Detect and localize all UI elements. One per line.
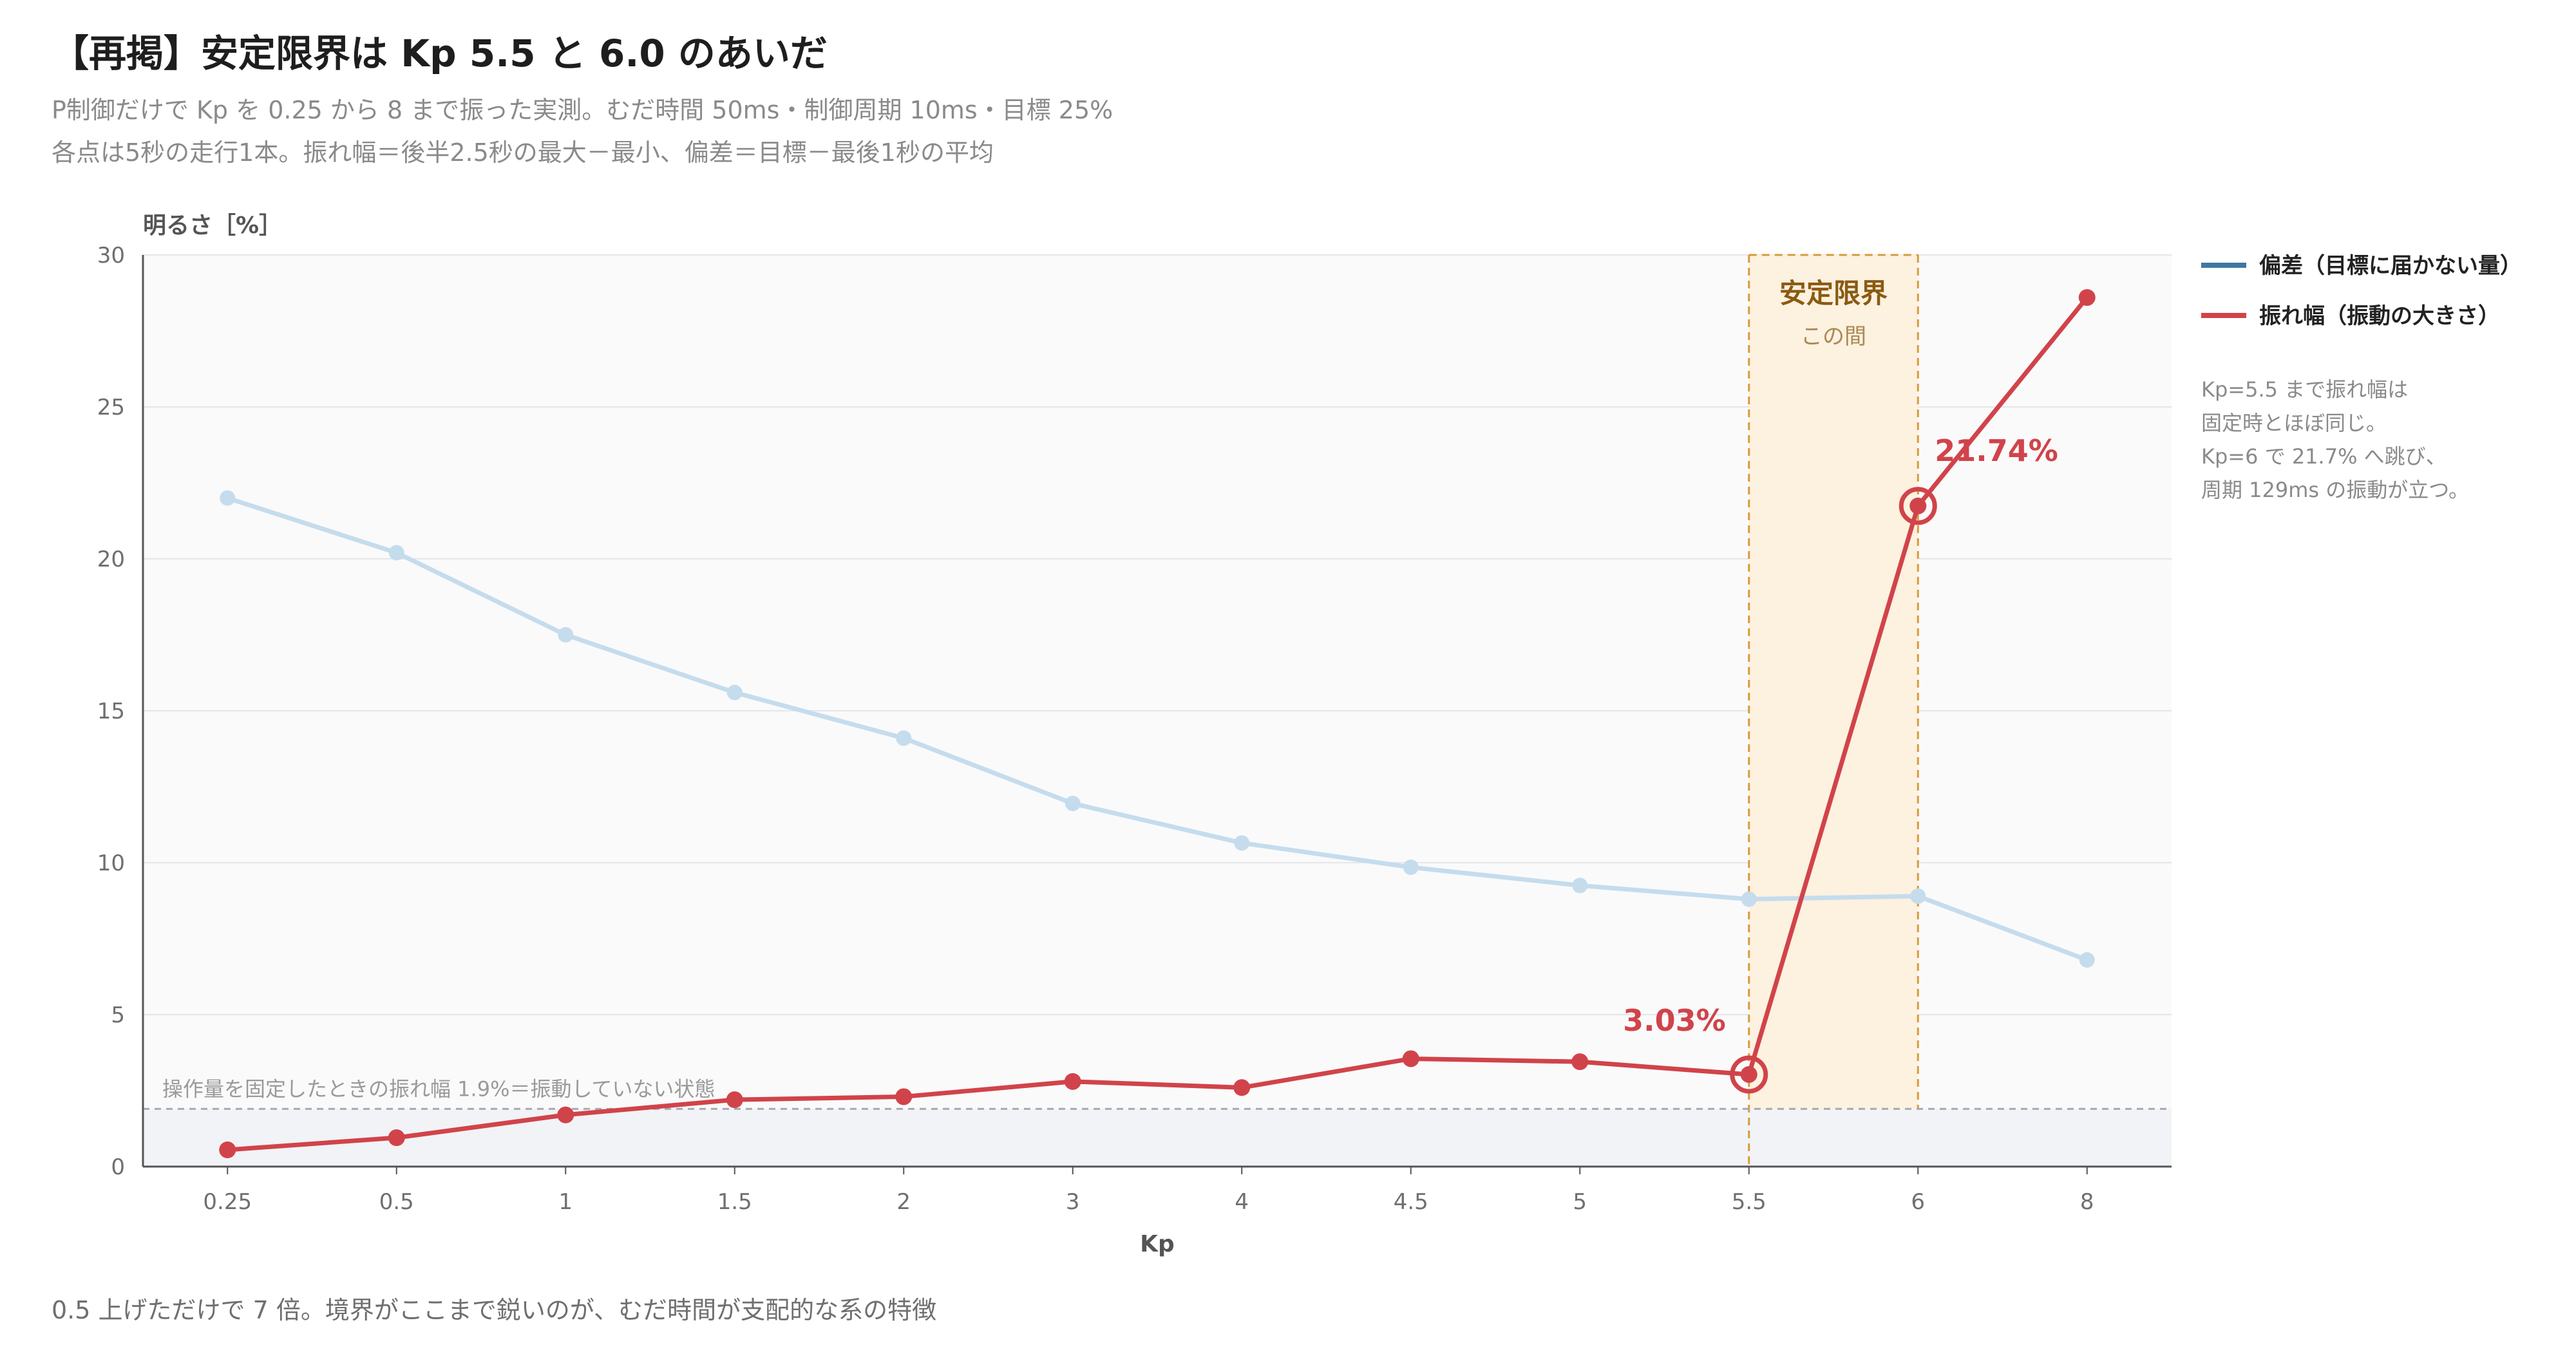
series-amplitude-point [1909,497,1927,514]
side-note-line: 固定時とほぼ同じ。 [2201,411,2387,435]
y-axis-title: 明るさ［%］ [143,212,282,239]
x-tick-label: 4.5 [1394,1189,1428,1215]
x-tick-label: 4 [1235,1189,1249,1215]
reference-region [143,1109,2172,1167]
series-amplitude-point [219,1141,236,1159]
series-deviation-point [1572,878,1588,894]
series-amplitude-point [1571,1053,1589,1071]
series-deviation-point [1403,859,1419,876]
footer-note: 0.5 上げただけで 7 倍。境界がここまで鋭いのが、むだ時間が支配的な系の特徴 [52,1296,937,1324]
y-tick-label: 15 [97,699,125,724]
y-tick-label: 5 [111,1002,125,1028]
series-deviation-point [2079,952,2095,968]
x-tick-label: 8 [2080,1189,2094,1215]
annotation-ring [1899,487,1937,525]
y-tick-label: 10 [97,850,125,876]
side-note-line: Kp=5.5 まで振れ幅は [2201,377,2408,402]
series-amplitude-point [1740,1066,1757,1083]
series-amplitude-point [2078,289,2096,306]
annotation-ring [1730,1055,1768,1094]
y-tick-label: 30 [97,243,125,268]
legend-label-amplitude: 振れ幅（振動の大きさ） [2259,303,2500,329]
x-tick-label: 0.5 [379,1189,414,1215]
stability-limit-band [1748,255,1918,1109]
x-tick-label: 5.5 [1732,1189,1766,1215]
chart-subtitle-line1: P制御だけで Kp を 0.25 から 8 まで振った実測。むだ時間 50ms・… [52,96,1113,124]
x-tick-label: 2 [896,1189,911,1215]
chart-title: 【再掲】安定限界は Kp 5.5 と 6.0 のあいだ [52,32,828,75]
series-amplitude-point [1064,1073,1081,1090]
series-deviation-point [1910,888,1926,904]
series-deviation-point [388,545,404,561]
series-deviation-point [1741,891,1757,907]
side-note-line: 周期 129ms の振動が立つ。 [2201,478,2469,502]
x-tick-label: 5 [1573,1189,1587,1215]
series-amplitude-point [726,1091,743,1109]
x-tick-label: 6 [1911,1189,1925,1215]
side-note-line: Kp=6 で 21.7% へ跳び、 [2201,444,2447,469]
series-deviation-point [220,490,236,506]
series-amplitude-point [895,1088,913,1105]
annotation-label: 21.74% [1935,433,2058,468]
x-tick-label: 0.25 [203,1189,252,1215]
y-tick-label: 0 [111,1154,125,1180]
series-deviation-point [726,684,743,700]
legend-label-deviation: 偏差（目標に届かない量） [2259,253,2522,279]
series-deviation-point [896,730,912,746]
series-amplitude-point [388,1129,405,1147]
series-deviation-point [1065,795,1081,811]
x-axis-title: Kp [1140,1231,1175,1257]
series-amplitude-line [227,296,2089,1152]
annotation-label: 3.03% [1623,1003,1726,1038]
series-deviation-line [227,496,2088,962]
series-amplitude-point [557,1106,574,1123]
band-title: 安定限界 [1779,277,1888,309]
series-deviation-point [1234,835,1250,851]
series-amplitude-point [1402,1050,1419,1067]
x-tick-label: 1.5 [717,1189,752,1215]
reference-line-label: 操作量を固定したときの振れ幅 1.9%＝振動していない状態 [162,1076,715,1101]
series-amplitude-point [1233,1079,1251,1096]
band-subtitle: この間 [1801,324,1866,350]
series-deviation-point [558,627,574,643]
chart-subtitle-line2: 各点は5秒の走行1本。振れ幅＝後半2.5秒の最大－最小、偏差＝目標－最後1秒の平… [52,138,994,167]
x-tick-label: 1 [558,1189,573,1215]
y-tick-label: 20 [97,547,125,572]
y-tick-label: 25 [97,395,125,420]
x-tick-label: 3 [1066,1189,1080,1215]
